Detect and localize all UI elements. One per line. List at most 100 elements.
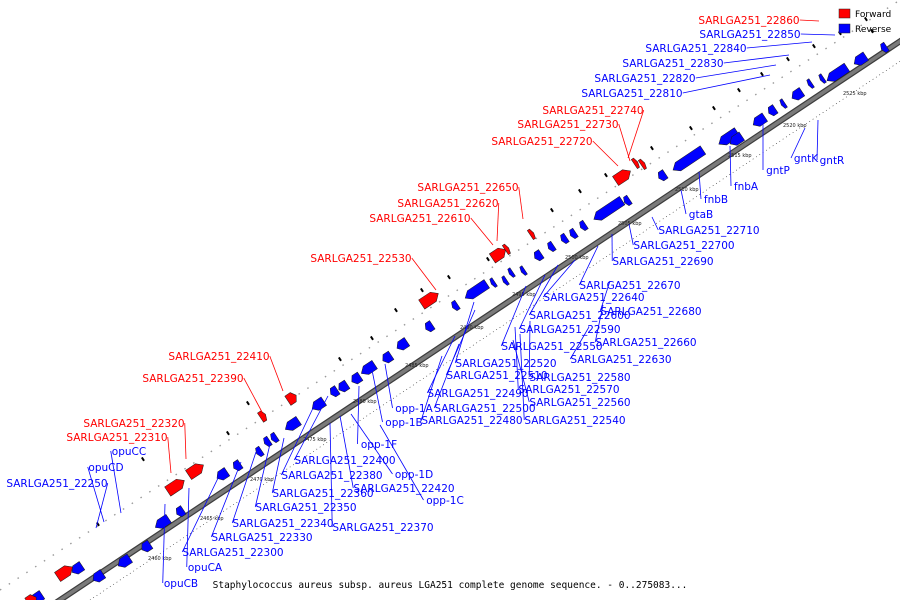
gene-label[interactable]: SARLGA251_22360: [272, 488, 373, 500]
reverse-feature-25[interactable]: [501, 275, 510, 287]
gene-label[interactable]: fnbB: [704, 194, 728, 206]
reverse-feature-18[interactable]: [359, 360, 378, 377]
gene-label[interactable]: SARLGA251_22710: [658, 225, 759, 237]
gene-label[interactable]: SARLGA251_22300: [182, 547, 283, 559]
gene-label[interactable]: SARLGA251_22860: [698, 15, 799, 27]
forward-feature-4[interactable]: [185, 460, 206, 480]
gene-label[interactable]: SARLGA251_22400: [294, 455, 395, 467]
reverse-feature-46[interactable]: [851, 51, 869, 68]
gene-label[interactable]: SARLGA251_22550: [501, 341, 602, 353]
gene-label[interactable]: SARLGA251_22660: [595, 337, 696, 349]
forward-feature-6[interactable]: [284, 391, 299, 406]
reverse-feature-34[interactable]: [622, 194, 633, 207]
gene-label[interactable]: gtaB: [689, 209, 713, 221]
reverse-feature-26[interactable]: [507, 267, 516, 279]
gene-label[interactable]: SARLGA251_22630: [570, 354, 671, 366]
gene-label[interactable]: SARLGA251_22820: [594, 73, 695, 85]
forward-feature-10[interactable]: [526, 228, 536, 241]
reverse-feature-8[interactable]: [214, 467, 231, 483]
reverse-feature-11[interactable]: [262, 435, 273, 448]
reverse-feature-30[interactable]: [559, 232, 570, 245]
reverse-feature-36[interactable]: [670, 145, 707, 174]
forward-feature-7[interactable]: [418, 289, 442, 310]
gene-label[interactable]: opp-1B: [385, 417, 422, 429]
reverse-feature-44[interactable]: [818, 73, 827, 85]
reverse-feature-9[interactable]: [231, 459, 244, 473]
reverse-feature-35[interactable]: [656, 169, 669, 183]
gene-label[interactable]: SARLGA251_22250: [6, 478, 107, 490]
reverse-feature-5[interactable]: [139, 539, 154, 554]
forward-feature-1[interactable]: [54, 562, 75, 582]
gene-label[interactable]: SARLGA251_22590: [519, 324, 620, 336]
gene-label[interactable]: SARLGA251_22610: [369, 213, 470, 225]
forward-feature-2[interactable]: [24, 593, 39, 600]
gene-label[interactable]: SARLGA251_22340: [232, 518, 333, 530]
reverse-feature-23[interactable]: [462, 279, 490, 303]
gene-label[interactable]: SARLGA251_22330: [211, 532, 312, 544]
reverse-feature-41[interactable]: [779, 98, 788, 110]
gene-label[interactable]: SARLGA251_22490: [427, 388, 528, 400]
reverse-feature-12[interactable]: [269, 431, 280, 444]
gene-label[interactable]: SARLGA251_22480: [421, 415, 522, 427]
reverse-feature-40[interactable]: [766, 104, 779, 118]
gene-label[interactable]: gntK: [794, 153, 819, 165]
gene-label[interactable]: SARLGA251_22420: [353, 483, 454, 495]
reverse-feature-43[interactable]: [806, 78, 815, 90]
reverse-feature-45[interactable]: [824, 62, 851, 85]
forward-feature-5[interactable]: [257, 410, 268, 423]
gene-label[interactable]: SARLGA251_22580: [529, 372, 630, 384]
reverse-feature-31[interactable]: [568, 227, 579, 240]
reverse-feature-32[interactable]: [578, 219, 589, 232]
reverse-feature-38[interactable]: [727, 131, 745, 148]
gene-label[interactable]: SARLGA251_22310: [66, 432, 167, 444]
reverse-feature-17[interactable]: [349, 371, 364, 386]
reverse-feature-7[interactable]: [174, 505, 187, 519]
gene-label[interactable]: opp-1A: [395, 403, 433, 415]
reverse-feature-33[interactable]: [591, 196, 626, 223]
gene-label[interactable]: gntP: [766, 165, 790, 177]
reverse-feature-29[interactable]: [546, 240, 557, 253]
reverse-feature-6[interactable]: [153, 514, 172, 531]
gene-label[interactable]: SARLGA251_22720: [491, 136, 592, 148]
forward-feature-3[interactable]: [164, 476, 188, 497]
gene-label[interactable]: SARLGA251_22320: [83, 418, 184, 430]
reverse-feature-2[interactable]: [69, 561, 86, 577]
reverse-feature-3[interactable]: [90, 569, 107, 585]
gene-label[interactable]: opuCA: [188, 562, 223, 574]
gene-label[interactable]: SARLGA251_22380: [281, 470, 382, 482]
gene-label[interactable]: opp-1D: [395, 469, 433, 481]
gene-label[interactable]: SARLGA251_22410: [168, 351, 269, 363]
gene-label[interactable]: gntR: [820, 155, 845, 167]
forward-feature-8[interactable]: [488, 245, 508, 264]
forward-feature-12[interactable]: [630, 157, 640, 170]
reverse-feature-19[interactable]: [380, 350, 395, 365]
gene-label[interactable]: SARLGA251_22810: [581, 88, 682, 100]
reverse-feature-15[interactable]: [328, 385, 341, 399]
gene-label[interactable]: SARLGA251_22540: [524, 415, 625, 427]
reverse-feature-27[interactable]: [519, 265, 528, 277]
reverse-feature-21[interactable]: [423, 320, 436, 334]
forward-feature-9[interactable]: [501, 243, 511, 256]
reverse-feature-47[interactable]: [879, 41, 890, 54]
gene-label[interactable]: SARLGA251_22670: [579, 280, 680, 292]
gene-label[interactable]: SARLGA251_22680: [600, 306, 701, 318]
reverse-feature-22[interactable]: [450, 299, 461, 312]
reverse-feature-16[interactable]: [336, 379, 351, 394]
reverse-feature-20[interactable]: [394, 337, 411, 353]
reverse-feature-14[interactable]: [309, 396, 327, 413]
gene-label[interactable]: SARLGA251_22840: [645, 43, 746, 55]
gene-label[interactable]: SARLGA251_22650: [417, 182, 518, 194]
gene-label[interactable]: SARLGA251_22850: [699, 29, 800, 41]
forward-feature-13[interactable]: [637, 158, 647, 171]
gene-label[interactable]: SARLGA251_22600: [529, 310, 630, 322]
forward-feature-11[interactable]: [612, 166, 633, 186]
gene-label[interactable]: SARLGA251_22520: [455, 358, 556, 370]
gene-label[interactable]: SARLGA251_22560: [529, 397, 630, 409]
gene-label[interactable]: opuCD: [88, 462, 123, 474]
reverse-feature-10[interactable]: [254, 445, 265, 458]
reverse-feature-13[interactable]: [283, 416, 302, 433]
gene-label[interactable]: SARLGA251_22740: [542, 105, 643, 117]
gene-label[interactable]: SARLGA251_22530: [310, 253, 411, 265]
gene-label[interactable]: SARLGA251_22570: [518, 384, 619, 396]
gene-label[interactable]: opp-1C: [426, 495, 464, 507]
